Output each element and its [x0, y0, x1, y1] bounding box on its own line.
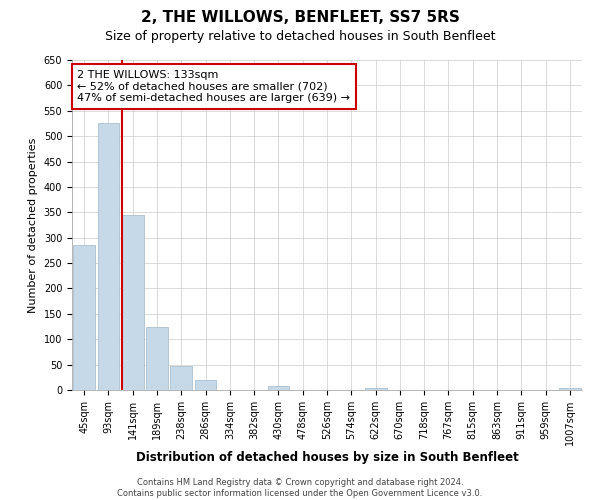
Bar — [268, 386, 289, 390]
Text: Contains HM Land Registry data © Crown copyright and database right 2024.
Contai: Contains HM Land Registry data © Crown c… — [118, 478, 482, 498]
Bar — [73, 246, 95, 390]
Bar — [170, 366, 192, 390]
Y-axis label: Number of detached properties: Number of detached properties — [28, 138, 38, 312]
Text: 2 THE WILLOWS: 133sqm
← 52% of detached houses are smaller (702)
47% of semi-det: 2 THE WILLOWS: 133sqm ← 52% of detached … — [77, 70, 350, 103]
Bar — [97, 124, 119, 390]
Bar — [194, 380, 217, 390]
Bar — [559, 388, 581, 390]
X-axis label: Distribution of detached houses by size in South Benfleet: Distribution of detached houses by size … — [136, 450, 518, 464]
Bar — [365, 388, 386, 390]
Text: Size of property relative to detached houses in South Benfleet: Size of property relative to detached ho… — [105, 30, 495, 43]
Bar — [146, 326, 168, 390]
Bar — [122, 215, 143, 390]
Text: 2, THE WILLOWS, BENFLEET, SS7 5RS: 2, THE WILLOWS, BENFLEET, SS7 5RS — [140, 10, 460, 25]
